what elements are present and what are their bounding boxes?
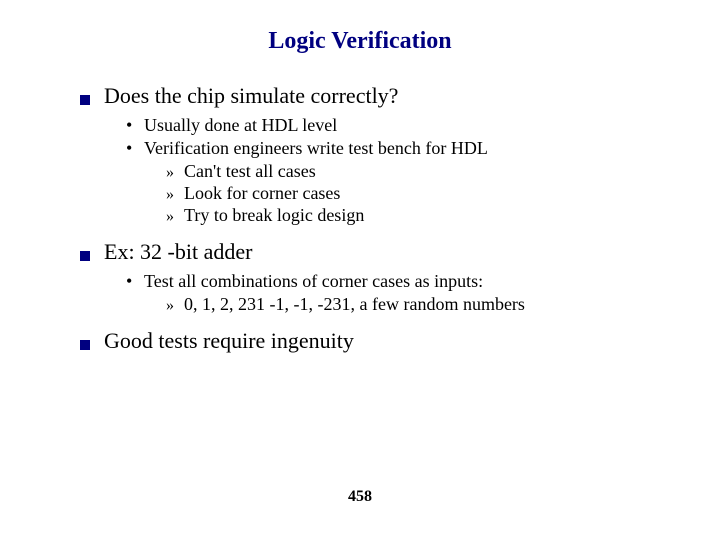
page-number: 458 — [0, 488, 720, 506]
dot-bullet-icon: • — [126, 115, 144, 136]
bullet-text: Test all combinations of corner cases as… — [144, 271, 483, 292]
chevron-bullet-icon: » — [166, 186, 184, 204]
bullet-level2: • Verification engineers write test benc… — [126, 138, 660, 159]
square-bullet-icon — [80, 251, 90, 261]
bullet-text: Usually done at HDL level — [144, 115, 337, 136]
square-bullet-icon — [80, 95, 90, 105]
bullet-text: 0, 1, 2, 231 -1, -1, -231, a few random … — [184, 294, 525, 315]
slide: Logic Verification Does the chip simulat… — [0, 0, 720, 540]
bullet-level3: » 0, 1, 2, 231 -1, -1, -231, a few rando… — [166, 294, 660, 315]
chevron-bullet-icon: » — [166, 297, 184, 315]
chevron-bullet-icon: » — [166, 164, 184, 182]
bullet-level2: • Test all combinations of corner cases … — [126, 271, 660, 292]
bullet-level3: » Look for corner cases — [166, 183, 660, 204]
slide-title: Logic Verification — [60, 28, 660, 55]
bullet-level1: Does the chip simulate correctly? — [80, 83, 660, 109]
chevron-bullet-icon: » — [166, 208, 184, 226]
dot-bullet-icon: • — [126, 138, 144, 159]
dot-bullet-icon: • — [126, 271, 144, 292]
bullet-level3: » Try to break logic design — [166, 205, 660, 226]
bullet-level3: » Can't test all cases — [166, 161, 660, 182]
bullet-text: Try to break logic design — [184, 205, 364, 226]
bullet-text: Can't test all cases — [184, 161, 316, 182]
bullet-level1: Good tests require ingenuity — [80, 328, 660, 354]
square-bullet-icon — [80, 340, 90, 350]
bullet-text: Does the chip simulate correctly? — [104, 83, 398, 109]
bullet-text: Look for corner cases — [184, 183, 340, 204]
bullet-text: Good tests require ingenuity — [104, 328, 354, 354]
bullet-level2: • Usually done at HDL level — [126, 115, 660, 136]
bullet-text: Verification engineers write test bench … — [144, 138, 488, 159]
bullet-text: Ex: 32 -bit adder — [104, 239, 252, 265]
bullet-level1: Ex: 32 -bit adder — [80, 239, 660, 265]
